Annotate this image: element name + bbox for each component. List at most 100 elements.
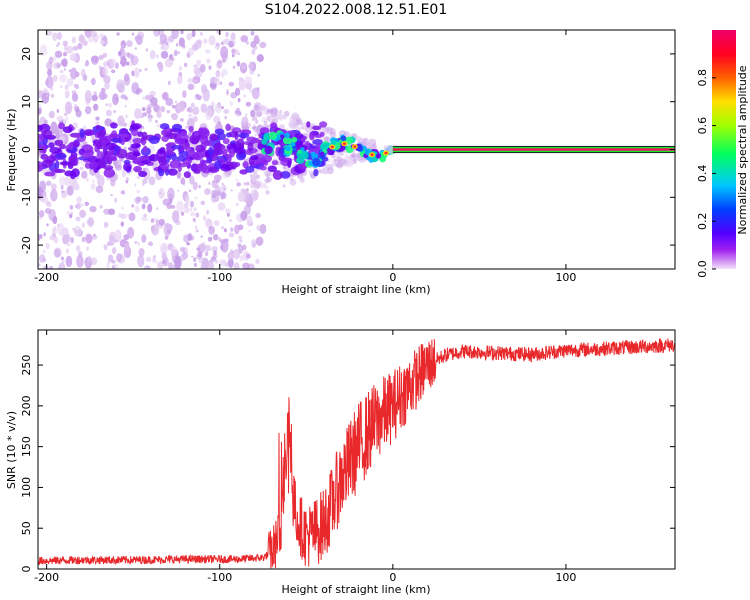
spectrogram-cell [214, 103, 222, 114]
spectrogram-ytick-label: -10 [20, 188, 33, 206]
spectrogram-cell [219, 259, 227, 266]
spectrogram-cell [196, 59, 202, 67]
spectrogram-cell [54, 168, 66, 174]
spectrogram-cell [70, 237, 75, 244]
spectrogram-cell [161, 252, 167, 261]
spectrogram-cell [237, 224, 244, 231]
spectrogram-cell [85, 233, 93, 244]
spectrogram-cell [85, 178, 89, 182]
spectrogram-cell [125, 176, 129, 182]
spectrogram-cell [190, 102, 195, 108]
spectrogram-cell [96, 151, 105, 160]
spectrogram-cell [187, 77, 193, 83]
spectrogram-cell [159, 123, 170, 130]
spectrogram-cell [91, 94, 98, 102]
spectrogram-cell [48, 142, 55, 149]
spectrogram-cell [159, 105, 166, 113]
spectrogram-cell [112, 93, 119, 106]
spectrogram-cell [224, 238, 229, 243]
snr-xtick-label: 100 [555, 571, 576, 584]
spectrogram-xtick-label: -200 [34, 271, 59, 284]
spectrogram-cell [290, 142, 296, 147]
spectrogram-cell [213, 250, 217, 256]
spectrogram-cell [243, 94, 246, 98]
spectrogram-cell [226, 88, 229, 92]
spectrogram-cell [104, 80, 110, 90]
spectrogram-cell [132, 152, 141, 157]
spectrogram-cell [69, 204, 74, 210]
spectrogram-cell [45, 180, 52, 187]
spectrogram-cell [62, 51, 68, 56]
spectrogram-cell [235, 107, 241, 115]
spectrogram-cell [205, 49, 211, 54]
spectrogram-cell [58, 122, 65, 130]
spectrogram-cell [127, 226, 135, 239]
spectrogram-cell [110, 122, 118, 129]
spectrogram-cell [53, 55, 57, 62]
spectrogram-cell [183, 171, 191, 179]
spectrogram-cell [289, 177, 294, 181]
spectrogram-cell [110, 137, 123, 143]
spectrogram-cell [57, 222, 65, 236]
spectrogram-cell [285, 145, 291, 152]
spectrogram-cell [103, 61, 108, 67]
spectrogram-cell [71, 36, 76, 44]
spectrogram-cell [76, 196, 82, 204]
spectrogram-cell [237, 243, 242, 248]
spectrogram-cell [105, 109, 112, 117]
spectrogram-cell [147, 241, 153, 247]
spectrogram-cell [337, 159, 342, 163]
spectrogram-cell [231, 48, 236, 54]
spectrogram-cell [149, 50, 156, 60]
spectrogram-cell [120, 136, 126, 146]
spectrogram-cell [250, 109, 256, 118]
spectrogram-cell [222, 138, 230, 145]
spectrogram-cell [206, 58, 211, 64]
snr-axes: -200 -100 0 100 0 50 100 150 200 250 [20, 330, 675, 584]
spectrogram-cell [43, 232, 46, 237]
spectrogram-cell [166, 229, 171, 234]
spectrogram-cell [120, 128, 128, 134]
spectrogram-cell [45, 94, 48, 97]
spectrogram-cell [89, 30, 98, 37]
spectrogram-cell [108, 254, 114, 262]
spectrogram-cell [340, 152, 344, 156]
spectrogram-cell [253, 180, 261, 189]
spectrogram-cell [43, 265, 49, 269]
spectrogram-cell [200, 200, 205, 206]
spectrogram-cell [238, 78, 246, 91]
spectrogram-cell [214, 185, 222, 197]
spectrogram-cell [143, 213, 147, 218]
spectrogram-cell [65, 233, 71, 243]
spectrogram-cell [214, 142, 223, 150]
spectrogram-cell [104, 118, 112, 127]
spectrogram-cell [61, 256, 64, 260]
spectrogram-cell [236, 203, 239, 206]
spectrogram-cell [120, 56, 127, 67]
spectrogram-cell [195, 225, 198, 230]
spectrogram-cell [168, 55, 172, 61]
spectrogram-cell [173, 51, 178, 56]
spectrogram-cell [210, 256, 217, 262]
spectrogram-cell [40, 190, 47, 198]
spectrogram-cell [124, 104, 127, 108]
spectrogram-cell [280, 170, 291, 179]
spectrogram-cell [232, 65, 236, 69]
spectrogram-cell [151, 226, 157, 234]
spectrogram-cell [252, 116, 258, 122]
spectrogram-cell [99, 40, 105, 45]
spectrogram-cell [110, 69, 116, 74]
spectrogram-cell [76, 202, 82, 210]
spectrogram-cell [308, 169, 314, 176]
spectrogram-cell [222, 148, 228, 158]
spectrogram-cell [251, 126, 256, 130]
spectrogram-cell [190, 211, 196, 217]
colorbar: 0.0 0.2 0.4 0.6 0.8 Normalized spectral ampl… [696, 30, 749, 278]
spectrogram-cell [329, 131, 337, 139]
spectrogram-cell [69, 213, 73, 219]
spectrogram-cell [54, 160, 60, 171]
spectrogram-cell [66, 185, 74, 196]
spectrogram-cell [226, 143, 238, 151]
spectrogram-cell [143, 145, 148, 152]
spectrogram-cell [183, 234, 190, 243]
